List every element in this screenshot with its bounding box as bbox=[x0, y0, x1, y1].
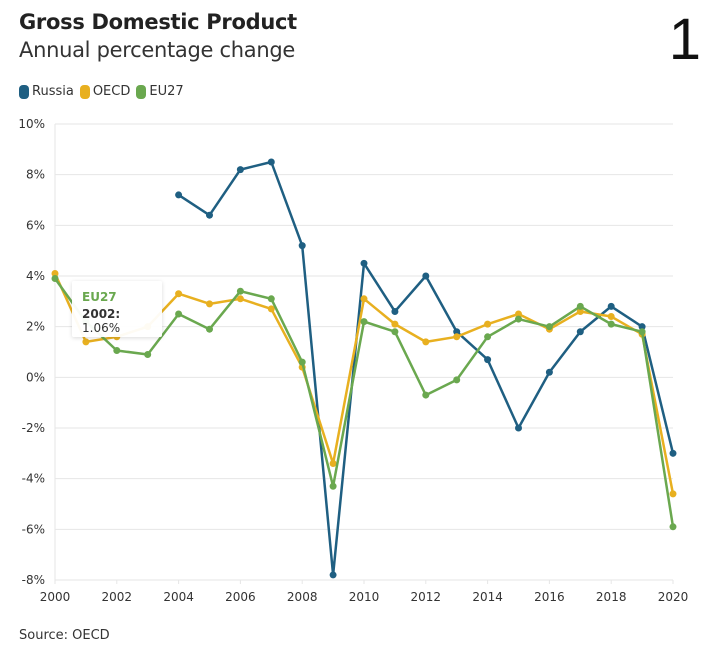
y-tick-label: 4% bbox=[26, 269, 45, 283]
data-point-russia[interactable] bbox=[669, 449, 677, 457]
legend-item-eu27[interactable]: EU27 bbox=[136, 84, 184, 99]
data-point-eu27[interactable] bbox=[607, 320, 615, 328]
y-tick-label: -8% bbox=[22, 573, 45, 587]
tooltip-value: 1.06% bbox=[82, 321, 121, 335]
data-point-oecd[interactable] bbox=[236, 295, 244, 303]
data-point-russia[interactable] bbox=[267, 158, 275, 166]
data-point-eu27[interactable] bbox=[144, 351, 152, 359]
y-tick-label: 6% bbox=[26, 218, 45, 232]
y-tick-label: 0% bbox=[26, 370, 45, 384]
legend-item-russia[interactable]: Russia bbox=[19, 84, 74, 99]
legend-label-russia: Russia bbox=[32, 84, 74, 99]
data-point-eu27[interactable] bbox=[545, 323, 553, 331]
legend: Russia OECD EU27 bbox=[19, 84, 184, 99]
data-point-eu27[interactable] bbox=[453, 376, 461, 384]
series-russia bbox=[175, 158, 677, 579]
data-point-eu27[interactable] bbox=[576, 302, 584, 310]
data-point-oecd[interactable] bbox=[175, 290, 183, 298]
data-point-russia[interactable] bbox=[453, 328, 461, 336]
x-tick-label: 2012 bbox=[411, 590, 442, 604]
x-tick-label: 2004 bbox=[163, 590, 194, 604]
x-axis: 2000 2002 2004 2006 2008 2010 2012 2014 2016 2018… bbox=[40, 580, 689, 604]
data-point-oecd[interactable] bbox=[422, 338, 430, 346]
data-point-eu27[interactable] bbox=[360, 318, 368, 326]
x-tick-label: 2018 bbox=[596, 590, 627, 604]
tooltip: EU27 2002: 1.06% bbox=[72, 281, 162, 337]
data-point-russia[interactable] bbox=[360, 259, 368, 267]
data-point-eu27[interactable] bbox=[51, 275, 59, 283]
data-point-eu27[interactable] bbox=[175, 310, 183, 318]
data-point-oecd[interactable] bbox=[329, 459, 337, 467]
tooltip-year: 2002: bbox=[82, 307, 121, 321]
data-point-oecd[interactable] bbox=[51, 269, 59, 277]
data-point-eu27[interactable] bbox=[206, 325, 213, 333]
data-point-russia[interactable] bbox=[391, 307, 399, 315]
tooltip-series: EU27 bbox=[82, 290, 117, 304]
data-point-eu27[interactable] bbox=[267, 295, 275, 303]
data-point-oecd[interactable] bbox=[453, 333, 461, 341]
series-line-russia bbox=[177, 160, 675, 577]
data-point-oecd[interactable] bbox=[515, 310, 522, 318]
y-tick-label: -4% bbox=[22, 472, 45, 486]
legend-swatch-eu27 bbox=[136, 84, 147, 99]
y-axis: 10% 8% 6% 4% 2% 0% -2% -4% -6% -8% bbox=[18, 117, 45, 587]
data-point-oecd[interactable] bbox=[206, 300, 213, 308]
x-tick-label: 2016 bbox=[534, 590, 565, 604]
data-point-russia[interactable] bbox=[298, 242, 306, 250]
x-tick-label: 2008 bbox=[287, 590, 318, 604]
data-point-oecd[interactable] bbox=[360, 295, 368, 303]
x-tick-label: 2006 bbox=[225, 590, 256, 604]
x-tick-label: 2000 bbox=[40, 590, 71, 604]
data-point-eu27[interactable] bbox=[298, 358, 306, 366]
data-point-eu27[interactable] bbox=[669, 523, 677, 531]
y-tick-label: 2% bbox=[26, 320, 45, 334]
tooltip-line: 2002: 1.06% bbox=[82, 307, 162, 335]
panel-number: 1 bbox=[668, 7, 701, 72]
data-point-eu27[interactable] bbox=[236, 287, 244, 295]
legend-label-oecd: OECD bbox=[92, 84, 131, 99]
data-point-eu27[interactable] bbox=[638, 328, 646, 336]
data-point-eu27[interactable] bbox=[484, 333, 492, 341]
data-point-russia[interactable] bbox=[638, 323, 646, 331]
data-point-russia[interactable] bbox=[607, 302, 615, 310]
data-point-oecd[interactable] bbox=[267, 305, 275, 313]
data-point-russia[interactable] bbox=[236, 166, 244, 174]
data-point-russia[interactable] bbox=[545, 368, 553, 376]
y-tick-label: -6% bbox=[22, 522, 45, 536]
data-point-oecd[interactable] bbox=[607, 313, 615, 321]
chart-title: Gross Domestic Product bbox=[19, 10, 297, 34]
x-tick-label: 2014 bbox=[472, 590, 503, 604]
chart-subtitle: Annual percentage change bbox=[19, 38, 295, 62]
data-point-oecd[interactable] bbox=[391, 320, 399, 328]
legend-swatch-oecd bbox=[79, 84, 90, 99]
data-point-russia[interactable] bbox=[422, 272, 430, 280]
data-point-eu27[interactable] bbox=[113, 346, 121, 354]
data-point-eu27[interactable] bbox=[515, 315, 522, 323]
data-point-eu27[interactable] bbox=[422, 391, 430, 399]
legend-swatch-russia bbox=[19, 84, 29, 99]
data-point-russia[interactable] bbox=[515, 424, 522, 432]
series-group bbox=[51, 158, 677, 579]
legend-label-eu27: EU27 bbox=[149, 84, 184, 99]
y-tick-label: -2% bbox=[22, 421, 45, 435]
data-point-russia[interactable] bbox=[175, 191, 183, 199]
x-tick-label: 2020 bbox=[658, 590, 689, 604]
data-point-oecd[interactable] bbox=[484, 320, 492, 328]
data-point-russia[interactable] bbox=[329, 571, 337, 579]
legend-item-oecd[interactable]: OECD bbox=[79, 84, 131, 99]
x-tick-label: 2010 bbox=[349, 590, 380, 604]
data-point-russia[interactable] bbox=[484, 356, 492, 364]
data-point-eu27[interactable] bbox=[329, 482, 337, 490]
data-point-oecd[interactable] bbox=[576, 307, 584, 315]
y-tick-label: 10% bbox=[18, 117, 45, 131]
x-tick-label: 2002 bbox=[102, 590, 133, 604]
data-point-russia[interactable] bbox=[576, 328, 584, 336]
source-note: Source: OECD bbox=[19, 628, 110, 643]
data-point-russia[interactable] bbox=[206, 211, 213, 219]
y-tick-label: 8% bbox=[26, 168, 45, 182]
data-point-oecd[interactable] bbox=[669, 490, 677, 498]
data-point-eu27[interactable] bbox=[391, 328, 399, 336]
data-point-oecd[interactable] bbox=[82, 338, 90, 346]
